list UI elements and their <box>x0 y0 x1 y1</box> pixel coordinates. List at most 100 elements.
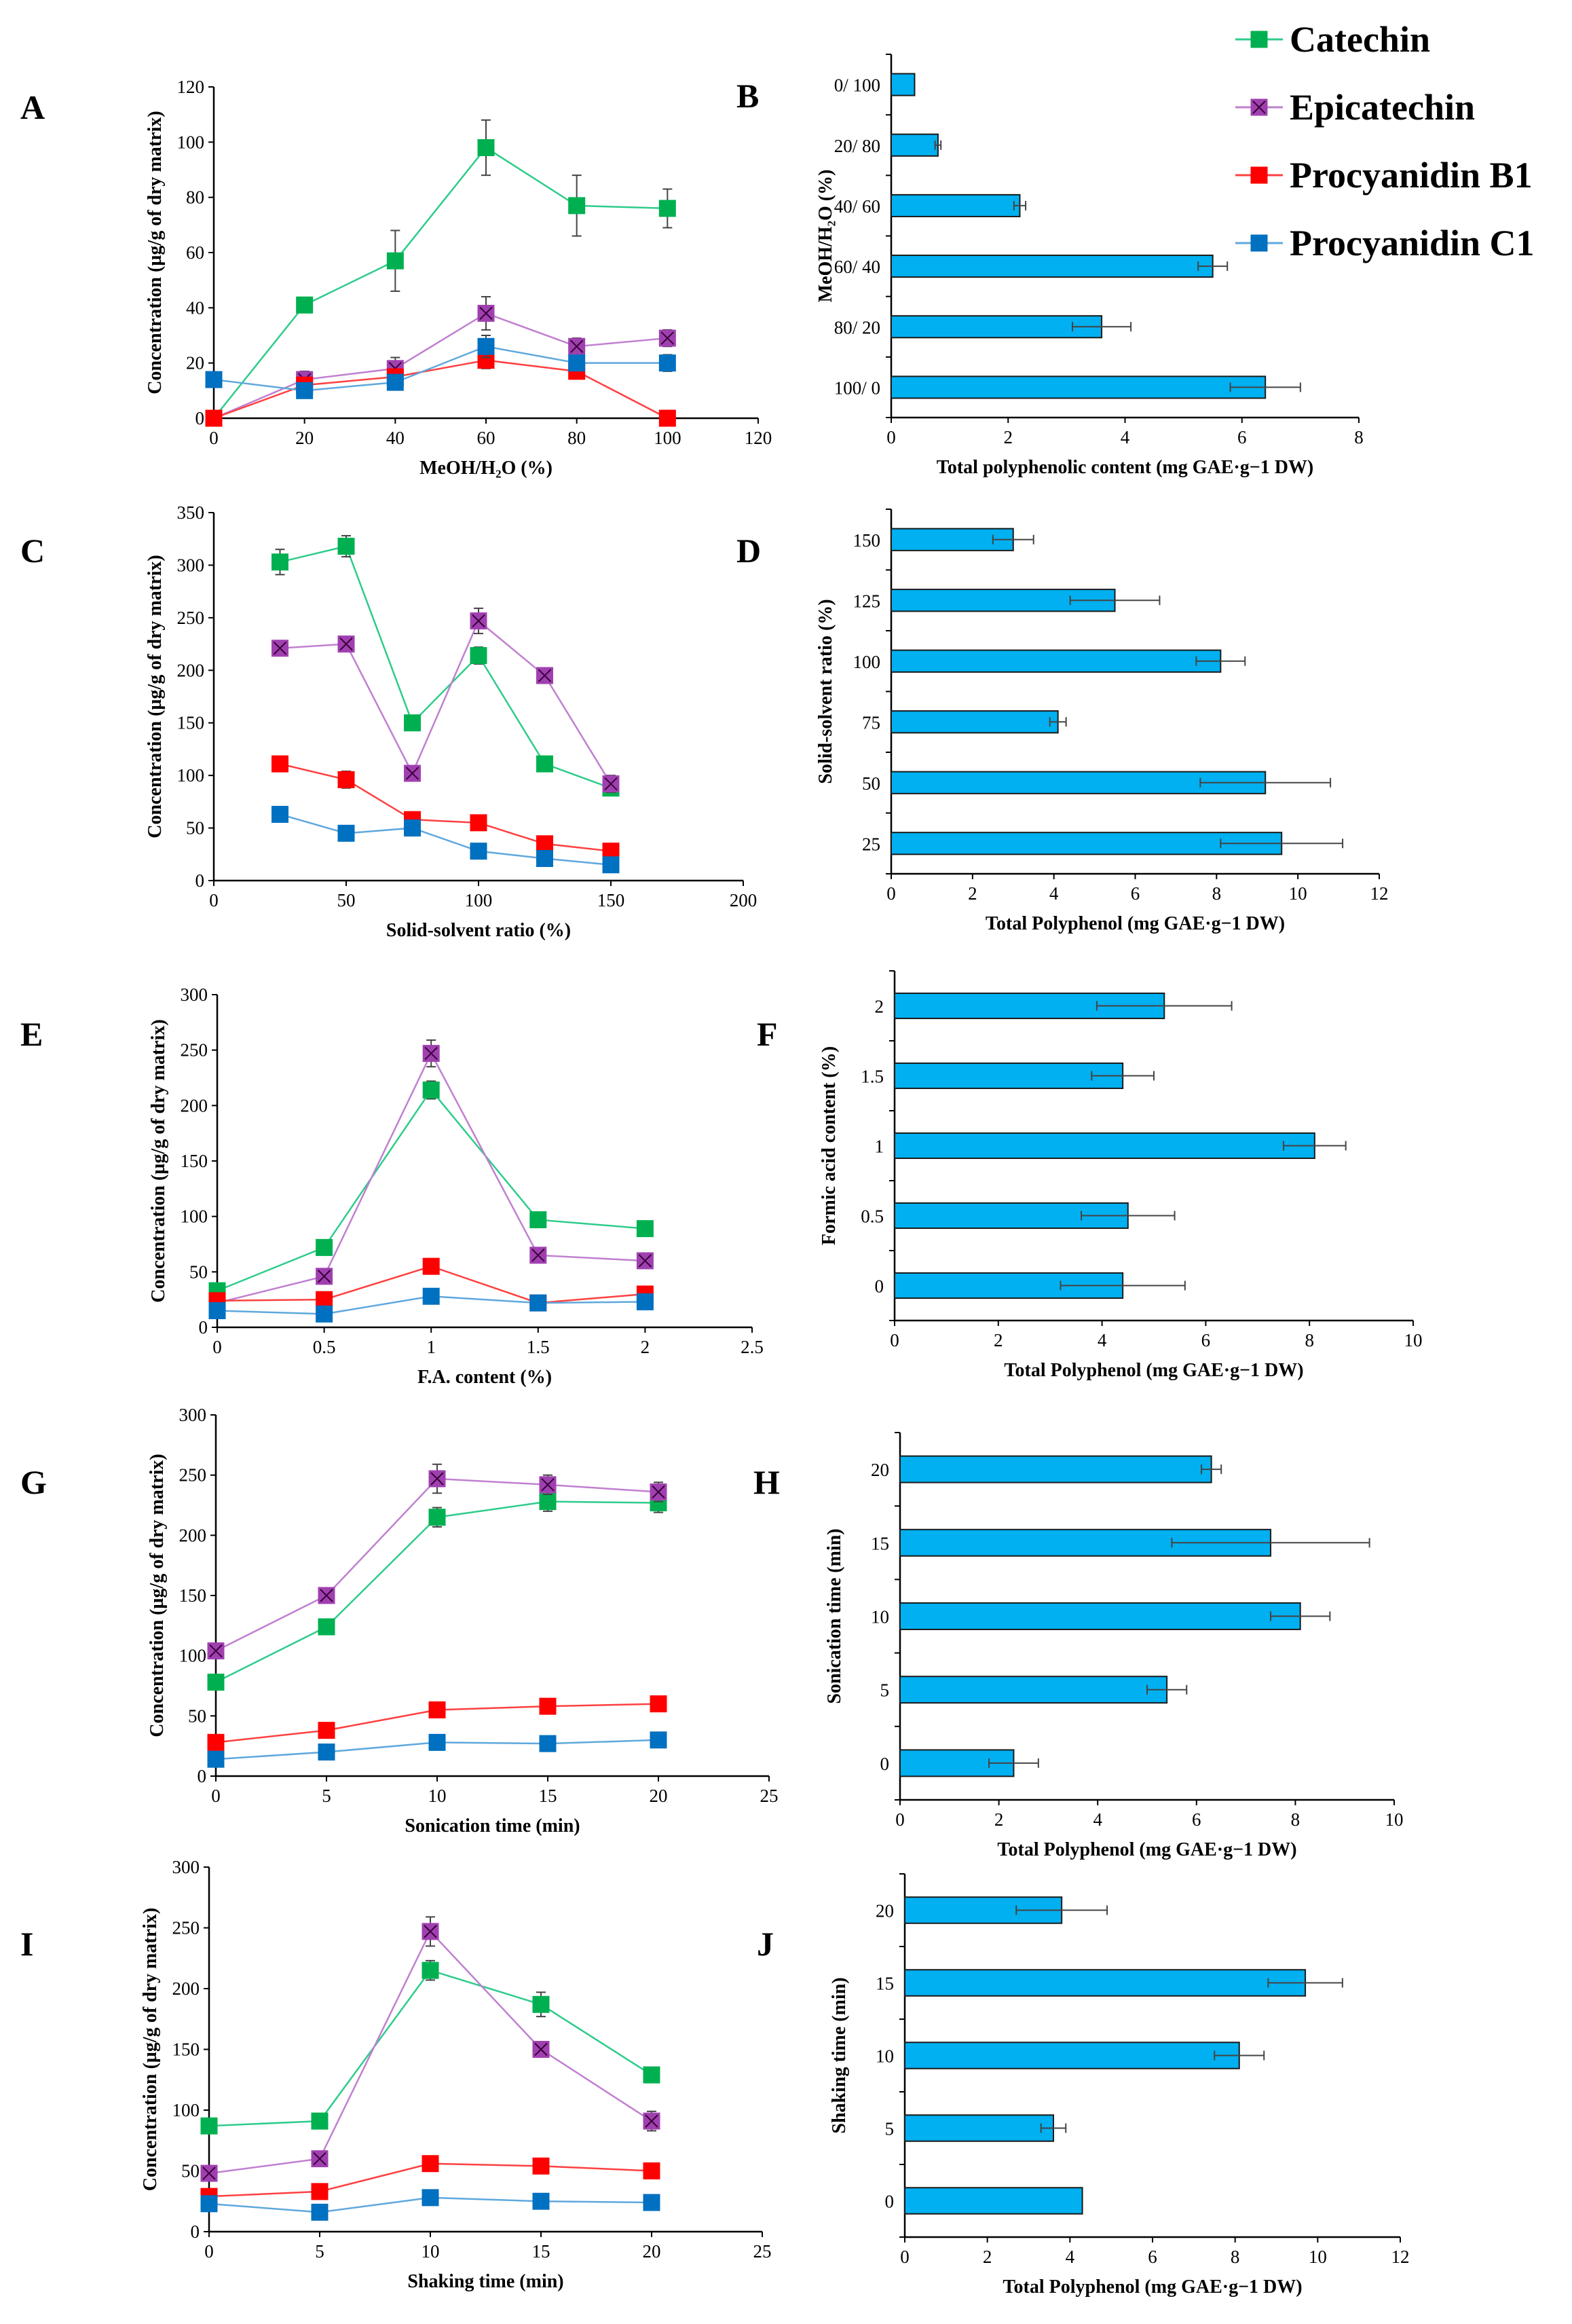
y-tick-label: 100 <box>177 765 205 786</box>
category-label: 25 <box>862 834 880 854</box>
panel-letter: F <box>757 1015 778 1053</box>
data-point <box>643 2066 660 2084</box>
data-point <box>337 824 355 842</box>
data-point <box>428 1733 446 1751</box>
legend-label: Procyanidin B1 <box>1290 155 1533 196</box>
x-tick-label: 2 <box>994 1330 1003 1350</box>
x-tick-label: 20 <box>650 1786 668 1806</box>
data-point <box>200 2195 218 2213</box>
x-tick-label: 15 <box>532 2241 550 2262</box>
series-line <box>213 146 668 419</box>
bar <box>891 73 916 96</box>
series-catechin <box>205 119 676 427</box>
data-point <box>539 1493 557 1511</box>
x-tick-label: 2 <box>641 1337 650 1357</box>
y-axis-title: Solid-solvent ratio (%) <box>815 599 836 783</box>
data-point <box>568 354 586 372</box>
y-tick-label: 80 <box>186 187 204 208</box>
x-tick-label: 15 <box>539 1786 557 1806</box>
bar <box>891 133 939 157</box>
series-epicatechin <box>272 607 620 793</box>
chart-H: 0 2 4 6 8 10 20 15 10 5 0 Total Polyphenol (mg GAE·… <box>753 1432 1404 1860</box>
y-tick-label: 20 <box>186 353 204 373</box>
category-label: 5 <box>880 1680 890 1701</box>
data-point <box>386 373 404 391</box>
x-tick-label: 6 <box>1131 883 1140 904</box>
category-label: 15 <box>876 1974 894 1994</box>
y-tick-label: 150 <box>177 713 205 733</box>
series-procyanidin-c1 <box>272 805 620 874</box>
category-label: 40/ 60 <box>834 196 880 217</box>
y-tick-label: 250 <box>179 1465 207 1486</box>
bar <box>899 1676 1168 1704</box>
x-tick-label: 6 <box>1192 1809 1201 1830</box>
y-tick-label: 0 <box>191 2221 200 2242</box>
y-axis-title: Concentration (µg/g of dry matrix) <box>140 1908 161 2191</box>
data-point <box>428 1701 446 1718</box>
data-point <box>316 1291 333 1308</box>
x-tick-label: 4 <box>1093 1809 1102 1830</box>
x-axis-title: Total Polyphenol (mg GAE·g−1 DW) <box>986 913 1285 934</box>
y-axis-title: Formic acid content (%) <box>819 1046 840 1245</box>
legend-label: Epicatechin <box>1290 87 1475 128</box>
y-tick-label: 50 <box>181 2161 200 2181</box>
y-tick-label: 200 <box>172 1978 200 1999</box>
data-point <box>422 1081 440 1099</box>
series-line <box>280 762 612 852</box>
data-point <box>422 1257 440 1275</box>
data-point <box>650 1695 667 1713</box>
data-point <box>272 553 288 571</box>
data-point-cross-b <box>604 777 618 791</box>
x-tick-label: 2 <box>968 883 977 904</box>
panel-letter: E <box>20 1015 43 1053</box>
category-label: 100/ 0 <box>834 377 880 398</box>
x-tick-label: 0 <box>895 1809 905 1830</box>
chart-G: 0 50 100 150 200 250 300 0 5 10 15 20 25 Sonication t… <box>20 1405 779 1837</box>
category-label: 0 <box>880 1754 890 1774</box>
bar <box>891 710 1059 734</box>
data-point-cross-b <box>320 1589 333 1602</box>
bar <box>899 1455 1212 1483</box>
data-point <box>318 1722 335 1739</box>
x-tick-label: 0 <box>212 1337 222 1357</box>
data-point-cross-b <box>652 1485 665 1499</box>
series-line <box>213 312 668 420</box>
data-point-cross-b <box>660 331 675 345</box>
x-tick-label: 1.5 <box>527 1337 550 1357</box>
chart-B: 0 2 4 6 8 0/ 100 20/ 80 40/ 60 60/ 40 80/ 20 100/ … <box>736 54 1364 478</box>
data-point <box>532 1995 550 2013</box>
bar <box>891 315 1103 339</box>
data-point-cross-b <box>273 642 287 655</box>
data-point <box>422 1287 440 1305</box>
data-point <box>539 1735 557 1752</box>
y-axis-title: Concentration (µg/g of dry matrix) <box>147 1454 168 1737</box>
data-point <box>422 1961 439 1979</box>
x-axis-title: MeOH/H₂O (%) <box>419 458 553 479</box>
data-point <box>529 1294 547 1312</box>
y-tick-label: 60 <box>186 242 204 263</box>
data-point <box>296 296 314 314</box>
y-tick-label: 100 <box>181 1206 208 1227</box>
data-point-cross-b <box>424 1925 437 1938</box>
category-label: 2 <box>875 997 884 1017</box>
x-tick-label: 8 <box>1212 883 1222 904</box>
category-label: 20 <box>876 1901 894 1921</box>
y-tick-label: 300 <box>179 1405 207 1425</box>
x-axis-title: Shaking time (min) <box>407 2271 563 2292</box>
bar <box>891 649 1222 673</box>
category-label: 20 <box>871 1460 889 1480</box>
y-tick-label: 250 <box>181 1040 208 1060</box>
x-tick-label: 10 <box>428 1786 447 1806</box>
series-line <box>280 545 612 789</box>
y-tick-label: 150 <box>179 1585 207 1606</box>
bar <box>899 1602 1301 1630</box>
data-point <box>470 843 487 860</box>
x-tick-label: 8 <box>1291 1809 1300 1830</box>
x-axis-title: Total polyphenolic content (mg GAE·g−1 D… <box>937 457 1314 478</box>
data-point <box>296 382 314 399</box>
category-label: 60/ 40 <box>834 257 880 277</box>
y-tick-label: 50 <box>186 818 204 838</box>
legend-label: Procyanidin C1 <box>1290 223 1535 263</box>
y-tick-label: 0 <box>195 408 205 428</box>
x-tick-label: 8 <box>1305 1330 1314 1350</box>
